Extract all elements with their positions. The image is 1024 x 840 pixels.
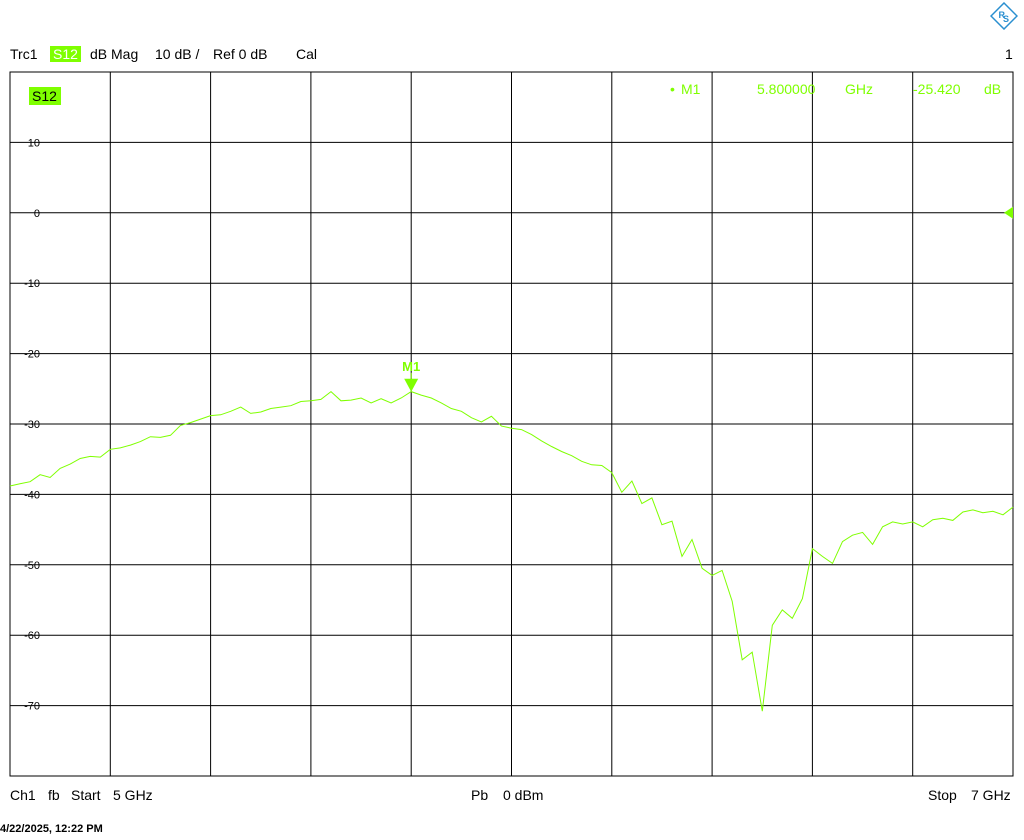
channel-label[interactable]: Ch1	[10, 787, 36, 803]
y-tick-label: 0	[34, 208, 40, 220]
sweep-mode-label[interactable]: fb	[48, 787, 60, 803]
s12-trace-line[interactable]	[9, 390, 1014, 712]
channel-index: 1	[1005, 46, 1013, 62]
power-label: Pb	[471, 787, 489, 803]
marker-bullet: •	[670, 81, 675, 97]
marker-info-frequency: 5.800000	[757, 81, 816, 97]
svg-text:R: R	[999, 10, 1006, 20]
y-tick-label: -60	[24, 630, 40, 642]
reference-label[interactable]: Ref 0 dB	[213, 46, 268, 62]
rohde-schwarz-logo-icon: R S	[990, 2, 1018, 30]
diagram-trace-tag: S12	[32, 88, 57, 104]
stop-frequency[interactable]: 7 GHz	[971, 787, 1011, 803]
start-label: Start	[71, 787, 101, 803]
y-tick-label: -30	[24, 419, 40, 431]
y-tick-label: 10	[28, 137, 40, 149]
calibration-label[interactable]: Cal	[296, 46, 318, 62]
y-tick-label: -20	[24, 349, 40, 361]
y-tick-label: -10	[24, 278, 40, 290]
marker-info-frequency-unit: GHz	[845, 81, 873, 97]
marker-triangle-icon[interactable]	[404, 378, 419, 392]
y-tick-label: -40	[24, 489, 40, 501]
s12-trace-diagram[interactable]: 10 0 -10 -20 -30 -40 -50 -60 -70 S12 • M1 5.8000…	[0, 60, 1024, 780]
marker-info-value: -25.420	[913, 81, 961, 97]
marker-label[interactable]: M1	[402, 359, 420, 374]
trace-parameter-badge[interactable]: S12	[50, 46, 81, 62]
horizontal-gridlines	[10, 141, 1013, 707]
diagram-trace-tag-bg	[29, 87, 61, 105]
power-value[interactable]: 0 dBm	[503, 787, 544, 803]
reference-level-triangle-icon[interactable]	[1004, 206, 1013, 219]
svg-text:S: S	[1003, 14, 1009, 24]
scale-label[interactable]: 10 dB /	[155, 46, 200, 62]
markers: M1	[402, 359, 420, 392]
y-tick-label: -50	[24, 560, 40, 572]
format-label[interactable]: dB Mag	[90, 46, 139, 62]
timestamp: 4/22/2025, 12:22 PM	[0, 823, 103, 835]
stop-label: Stop	[928, 787, 957, 803]
marker-info-name: M1	[681, 81, 701, 97]
y-tick-label: -70	[24, 701, 40, 713]
y-tick-labels: 10 0 -10 -20 -30 -40 -50 -60 -70	[24, 137, 40, 712]
trace-label[interactable]: Trc1	[10, 46, 38, 62]
start-frequency[interactable]: 5 GHz	[113, 787, 153, 803]
marker-info-value-unit: dB	[984, 81, 1001, 97]
